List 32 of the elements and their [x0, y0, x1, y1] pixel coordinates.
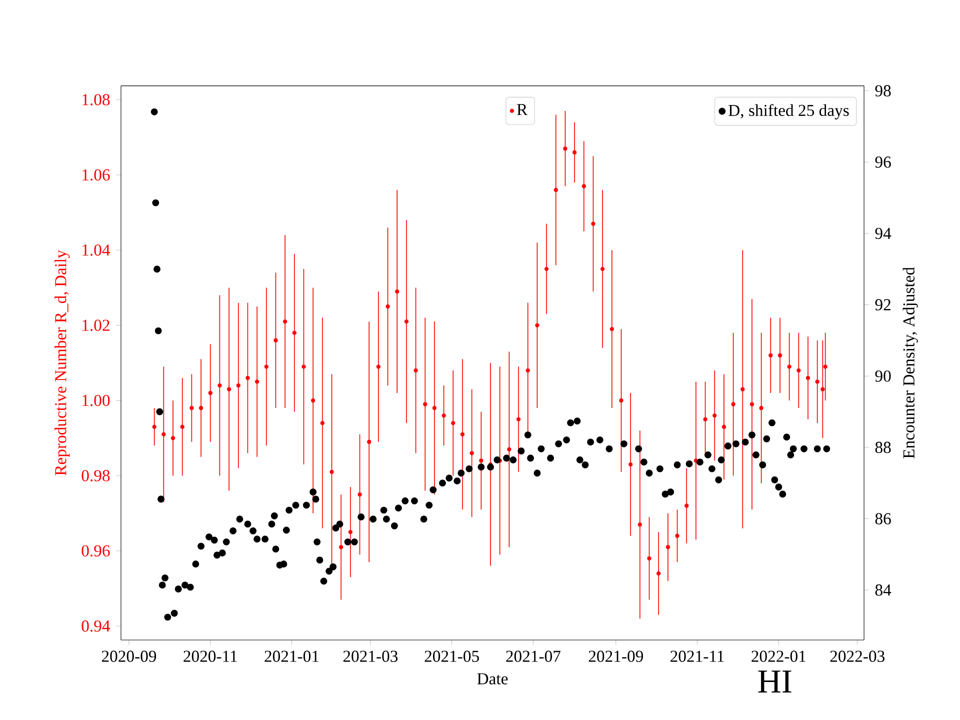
x-axis-title: Date	[477, 673, 508, 684]
x-tick-label: 2021-11	[670, 650, 724, 662]
legend-label: R	[517, 104, 528, 116]
y2-tick-label: 94	[875, 228, 892, 240]
x-tick-label: 2021-07	[506, 650, 560, 662]
y-tick-label: 0.98	[82, 470, 110, 482]
y-tick-label: 1.04	[82, 244, 110, 256]
y-tick-label: 1.02	[82, 320, 110, 331]
x-tick-label: 2021-09	[588, 650, 643, 662]
y-tick-label: 1.00	[82, 394, 110, 406]
y2-tick-label: 96	[875, 156, 891, 168]
x-tick-label: 2020-11	[184, 650, 237, 662]
x-tick-label: 2020-09	[102, 650, 156, 662]
y2-tick-label: 84	[875, 584, 892, 596]
x-tick-label: 2022-01	[752, 650, 806, 662]
y-axis-title: Reproductive Number R_d, Daily	[54, 250, 70, 476]
y-tick-label: 1.06	[82, 169, 110, 181]
y-tick-label: 1.08	[82, 94, 110, 106]
text: HI	[758, 670, 792, 692]
x-tick-label: 2021-01	[264, 650, 319, 662]
x-tick-label: 2022-03	[830, 650, 884, 662]
x-tick-label: 2021-05	[424, 650, 479, 662]
y2-tick-label: 92	[875, 299, 890, 310]
y2-tick-label: 90	[875, 370, 891, 382]
y-tick-label: 0.96	[82, 545, 110, 557]
y2-tick-label: 88	[875, 442, 891, 454]
y2-tick-label: 86	[875, 513, 891, 524]
y2-tick-label: 98	[875, 85, 891, 96]
y-tick-label: 0.94	[82, 620, 110, 632]
legend-label: D, shifted 25 days	[728, 104, 849, 120]
y2-axis-title: Encounter Density, Adjusted	[902, 267, 918, 458]
x-tick-label: 2021-03	[343, 650, 398, 662]
